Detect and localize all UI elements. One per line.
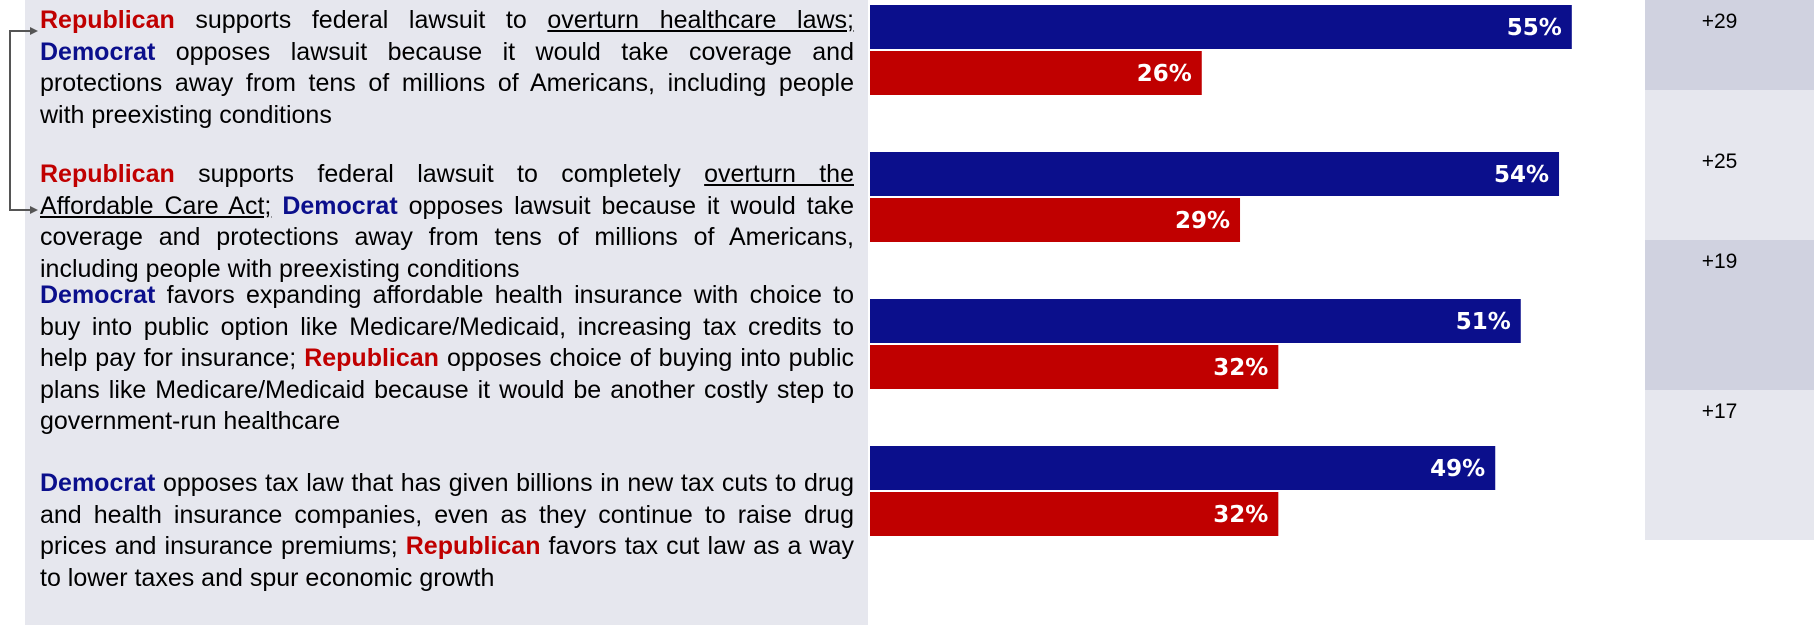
party-republican: Republican bbox=[40, 6, 175, 34]
statement-text: overturn the Affordable Care Act; bbox=[40, 160, 854, 220]
bar-chart: 55% 26% 54% 29% 51% 32% 49% 32% bbox=[870, 5, 1572, 536]
bar-blue-2 bbox=[870, 152, 1560, 196]
statement-1: Republican supports federal lawsuit to o… bbox=[40, 5, 854, 131]
statement-text: supports federal lawsuit to bbox=[174, 6, 548, 34]
bracket-connector bbox=[9, 27, 38, 214]
statement-text: favors expanding affordable health insur… bbox=[40, 281, 854, 372]
bar-label-red-2: 29% bbox=[1175, 208, 1230, 234]
difference-cell-4: +17 bbox=[1645, 390, 1814, 540]
statement-text: opposes choice of buying into public pla… bbox=[40, 344, 854, 435]
bar-red-2 bbox=[870, 198, 1241, 242]
party-republican: Republican bbox=[405, 532, 541, 560]
bar-label-blue-3: 51% bbox=[1456, 309, 1511, 335]
bar-red-4 bbox=[870, 492, 1279, 536]
arrow-head-bottom-icon bbox=[30, 206, 38, 214]
party-democrat: Democrat bbox=[40, 469, 156, 497]
party-democrat: Democrat bbox=[282, 191, 398, 220]
statement-text: overturn healthcare laws; bbox=[547, 6, 855, 34]
statement-text: favors tax cut law as a way to lower tax… bbox=[40, 532, 854, 592]
bar-label-red-4: 32% bbox=[1213, 502, 1268, 528]
difference-column: +29 +25 +19 +17 bbox=[1645, 0, 1814, 540]
statement-4: Democrat opposes tax law that has given … bbox=[40, 468, 854, 594]
bar-blue-4 bbox=[870, 446, 1496, 490]
difference-cell-2: +25 bbox=[1645, 90, 1814, 240]
bar-red-1 bbox=[870, 51, 1202, 95]
bar-blue-1 bbox=[870, 5, 1572, 49]
statement-3: Democrat favors expanding affordable hea… bbox=[40, 280, 854, 438]
party-republican: Republican bbox=[40, 160, 175, 188]
bar-label-red-3: 32% bbox=[1213, 355, 1268, 381]
party-republican: Republican bbox=[304, 344, 439, 372]
bar-label-blue-4: 49% bbox=[1430, 456, 1485, 482]
party-democrat: Democrat bbox=[40, 37, 156, 66]
arrow-head-top-icon bbox=[30, 27, 38, 35]
party-democrat: Democrat bbox=[40, 281, 156, 309]
bar-label-red-1: 26% bbox=[1137, 61, 1192, 87]
statements-panel bbox=[25, 0, 868, 625]
statement-text: supports federal lawsuit to completely bbox=[174, 160, 705, 188]
difference-cell-3: +19 bbox=[1645, 240, 1814, 390]
bar-blue-3 bbox=[870, 299, 1521, 343]
statement-2: Republican supports federal lawsuit to c… bbox=[40, 159, 854, 285]
statement-text: opposes lawsuit because it would take co… bbox=[40, 191, 855, 283]
statement-text: opposes tax law that has given billions … bbox=[40, 469, 854, 560]
bar-red-3 bbox=[870, 345, 1279, 389]
bar-label-blue-1: 55% bbox=[1507, 15, 1562, 41]
bar-label-blue-2: 54% bbox=[1494, 162, 1549, 188]
statement-text: opposes lawsuit because it would take co… bbox=[40, 37, 854, 129]
